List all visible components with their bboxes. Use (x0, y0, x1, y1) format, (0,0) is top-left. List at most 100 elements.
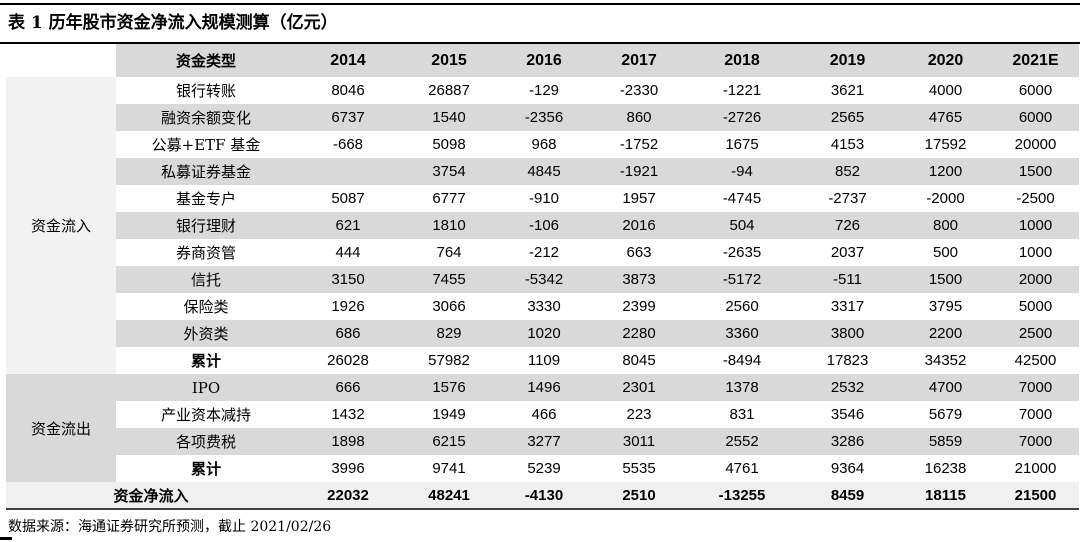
cell-value: 4845 (498, 158, 590, 185)
top-rule (0, 3, 1080, 5)
cell-value: 726 (796, 212, 899, 239)
table-row: 累计 26028 57982 1109 8045 -8494 17823 34352 42500 (6, 347, 1079, 374)
cell-value: 764 (436, 244, 462, 261)
cell-value: 1496 (498, 374, 590, 401)
cell-value: 6777 (432, 190, 466, 207)
cell-value: -94 (688, 158, 796, 185)
table-row: 外资类 686 829 1020 2280 3360 3800 2200 2500 (6, 320, 1079, 347)
cell-value: 1810 (400, 212, 498, 239)
cell-value: 3800 (796, 320, 899, 347)
cell-value: 17823 (826, 352, 869, 369)
cell-value: 2552 (688, 428, 796, 455)
table-title: 表 1 历年股市资金净流入规模测算（亿元） (8, 13, 338, 33)
cell-value: -511 (796, 266, 899, 293)
cell-value: 6215 (400, 428, 498, 455)
cell-value: -2737 (828, 190, 867, 207)
cell-value: 3150 (296, 266, 400, 293)
net-cell-value: 2510 (590, 482, 688, 510)
title-rule (0, 42, 1080, 44)
cell-value: -2726 (688, 104, 796, 131)
row-label: 累计 (190, 460, 221, 478)
cell-value: 26887 (428, 82, 470, 99)
cell-value: 1000 (992, 212, 1079, 239)
cell-value: 5679 (928, 406, 963, 423)
source-note: 数据来源：海通证券研究所预测，截止 2021/02/26 (8, 519, 332, 535)
cell-value: 4761 (725, 460, 759, 477)
cell-value: 2200 (899, 320, 992, 347)
cell-value: 3996 (331, 460, 365, 477)
cell-value: 3011 (590, 428, 688, 455)
cell-value: 686 (296, 320, 400, 347)
table-row: 券商资管 444 764 -212 663 -2635 2037 500 1000 (6, 239, 1079, 266)
cell-value: 2016 (590, 212, 688, 239)
cell-value: 1949 (432, 406, 466, 423)
cell-value: 6000 (992, 104, 1079, 131)
cell-value: -668 (332, 136, 364, 153)
cell-value: 7000 (992, 374, 1079, 401)
cell-value: 860 (590, 104, 688, 131)
cell-value: 7000 (992, 428, 1079, 455)
cell-value: 2500 (992, 320, 1079, 347)
cell-value: 3317 (830, 298, 865, 315)
cell-value: 2560 (725, 298, 759, 315)
cell-value: 1500 (992, 158, 1079, 185)
cell-value: 3330 (527, 298, 561, 315)
cell-value: 4000 (928, 82, 963, 99)
cell-value: 1926 (331, 298, 365, 315)
cell-value: 1500 (899, 266, 992, 293)
cell-value: -2635 (722, 244, 762, 261)
cell-value: -910 (528, 190, 560, 207)
cell-value: 3360 (688, 320, 796, 347)
cell-value: 17592 (924, 136, 967, 153)
net-cell-value: 8459 (796, 482, 899, 510)
cell-value: 3621 (830, 82, 865, 99)
cell-value: 621 (296, 212, 400, 239)
cell-value: -1221 (722, 82, 762, 99)
row-label: 产业资本减持 (160, 406, 251, 424)
row-label: 各项费税 (116, 428, 296, 455)
row-label: 银行理财 (116, 212, 296, 239)
cell-value: 1020 (498, 320, 590, 347)
table-row: 基金专户 5087 6777 -910 1957 -4745 -2737 -2000 -2500 (6, 185, 1079, 212)
cell-value: 800 (899, 212, 992, 239)
corner-cell (6, 44, 116, 77)
table-row: 融资余额变化 6737 1540 -2356 860 -2726 2565 4765 6000 (6, 104, 1079, 131)
cell-value: -2356 (498, 104, 590, 131)
table-row: 银行理财 621 1810 -106 2016 504 726 800 1000 (6, 212, 1079, 239)
cell-value: -2000 (926, 190, 965, 207)
cell-value (296, 158, 400, 185)
table-row: 信托 3150 7455 -5342 3873 -5172 -511 1500 2000 (6, 266, 1079, 293)
year-header: 2017 (590, 44, 688, 77)
cell-value: 3754 (400, 158, 498, 185)
net-cell-value: 21500 (992, 482, 1079, 510)
cell-value: 2399 (622, 298, 656, 315)
row-label: 基金专户 (175, 190, 236, 208)
report-table-page: 表 1 历年股市资金净流入规模测算（亿元） 资金类型 2014 2015 2016 2… (0, 3, 1080, 542)
group-label-inflow: 资金流入 (6, 77, 116, 374)
cell-value: 223 (626, 406, 652, 423)
cell-value: 9741 (432, 460, 466, 477)
cell-value: -106 (498, 212, 590, 239)
row-label: 保险类 (183, 298, 229, 316)
cell-value: 968 (531, 136, 557, 153)
cell-value: 829 (400, 320, 498, 347)
row-label: 私募证券基金 (116, 158, 296, 185)
cell-value: -5342 (498, 266, 590, 293)
cell-value: -129 (528, 82, 560, 99)
cell-value: 1000 (1018, 244, 1053, 261)
cell-value: 5535 (622, 460, 656, 477)
table-row: 资金流出 IPO 666 1576 1496 2301 1378 2532 4700 7000 (6, 374, 1079, 482)
cell-value: 21000 (1014, 460, 1057, 477)
cell-value: 1432 (331, 406, 365, 423)
row-label: 银行转账 (175, 82, 236, 100)
cell-value: 16238 (924, 460, 967, 477)
year-header: 2019 (796, 44, 899, 77)
cell-value: 663 (626, 244, 652, 261)
net-cell-value: 22032 (296, 482, 400, 510)
cell-value: 4700 (899, 374, 992, 401)
cell-value: 1378 (688, 374, 796, 401)
cell-value: 3795 (928, 298, 963, 315)
net-cell-value: 18115 (899, 482, 992, 510)
cell-value: 2280 (590, 320, 688, 347)
row-label: 公募+ETF 基金 (151, 136, 261, 154)
